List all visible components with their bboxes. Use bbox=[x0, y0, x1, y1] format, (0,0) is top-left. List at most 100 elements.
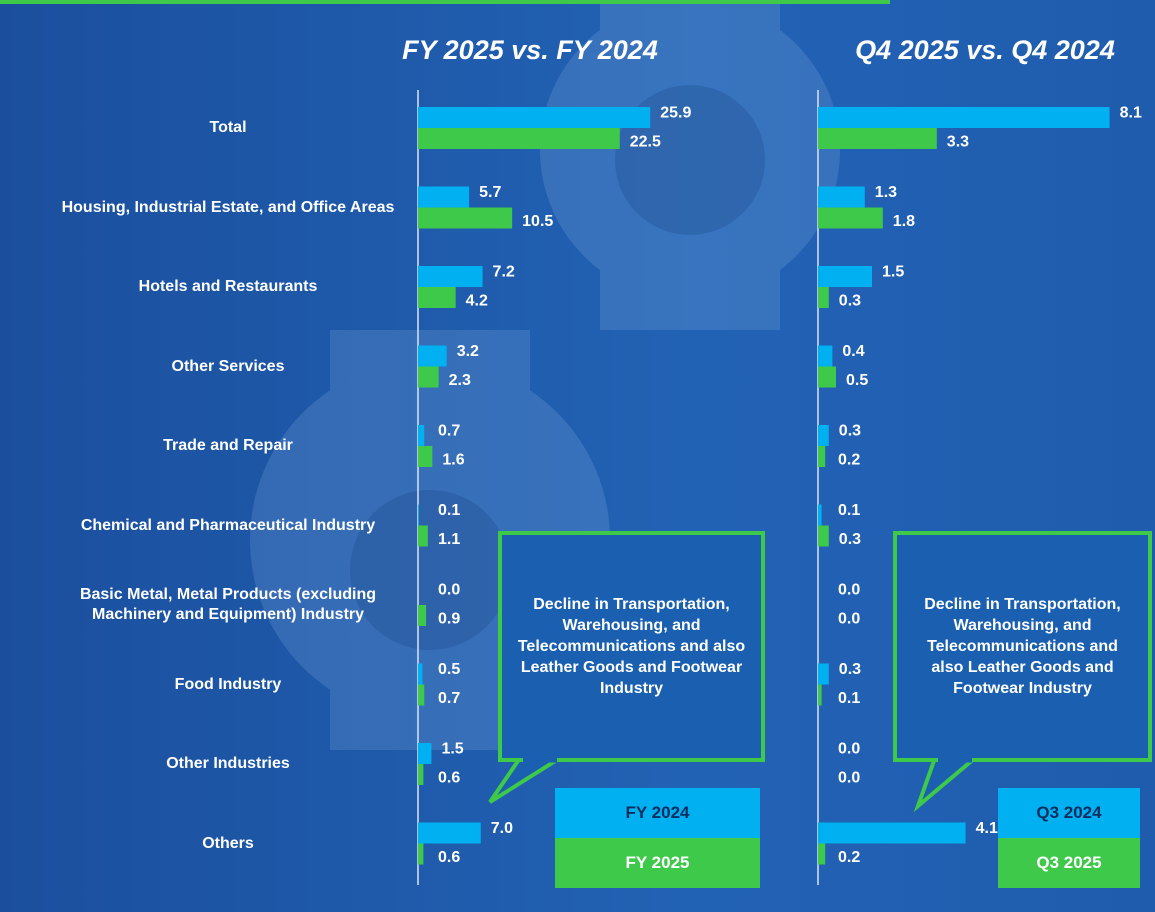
value-label: 1.8 bbox=[893, 213, 915, 230]
bar bbox=[418, 605, 427, 626]
bar bbox=[418, 743, 432, 764]
value-label: 0.7 bbox=[438, 423, 460, 440]
value-label: 2.3 bbox=[449, 372, 471, 389]
bar bbox=[418, 525, 428, 547]
callout-tail bbox=[488, 756, 567, 804]
callout-box bbox=[893, 531, 1152, 762]
callout-tail bbox=[913, 756, 981, 813]
bar bbox=[418, 128, 620, 149]
value-label: 1.5 bbox=[882, 264, 904, 281]
bar bbox=[818, 266, 872, 287]
panel-title: FY 2025 vs. FY 2024 bbox=[402, 35, 658, 65]
bar bbox=[418, 345, 447, 367]
value-label: 0.1 bbox=[438, 502, 460, 519]
category-label: Other Industries bbox=[166, 755, 290, 772]
bar bbox=[818, 186, 865, 208]
value-label: 0.1 bbox=[838, 690, 860, 707]
bar bbox=[818, 366, 836, 388]
category-label: Trade and Repair bbox=[163, 437, 293, 454]
callout-box bbox=[498, 531, 765, 762]
top-accent bbox=[0, 0, 890, 4]
bar bbox=[418, 843, 424, 865]
bar bbox=[818, 684, 822, 706]
value-label: 4.2 bbox=[466, 293, 488, 310]
value-label: 0.0 bbox=[838, 770, 860, 787]
bar bbox=[818, 107, 1110, 128]
value-label: 3.3 bbox=[947, 134, 969, 151]
bar bbox=[418, 425, 425, 446]
bar bbox=[418, 207, 513, 229]
category-label: Other Services bbox=[171, 357, 285, 375]
legend-entry: Q3 2024 bbox=[998, 788, 1140, 838]
background-gear-holes bbox=[350, 85, 765, 650]
bar bbox=[818, 446, 826, 467]
callout-text: Decline in Transportation, Warehousing, … bbox=[517, 596, 746, 697]
value-label: 1.3 bbox=[875, 184, 897, 201]
value-label: 0.2 bbox=[838, 452, 860, 469]
bar bbox=[418, 764, 424, 785]
bar bbox=[818, 345, 833, 367]
legend-entry: FY 2025 bbox=[555, 838, 760, 888]
bar bbox=[818, 663, 829, 685]
bar bbox=[418, 446, 433, 467]
value-label: 10.5 bbox=[522, 213, 553, 230]
category-label: Others bbox=[202, 834, 254, 852]
panel-title: Q4 2025 vs. Q4 2024 bbox=[855, 35, 1115, 65]
bar bbox=[818, 504, 822, 526]
bar bbox=[418, 107, 651, 128]
bar bbox=[418, 822, 481, 844]
value-label: 7.0 bbox=[491, 820, 513, 837]
value-label: 0.0 bbox=[838, 741, 860, 758]
bar bbox=[418, 663, 423, 685]
category-label: Total bbox=[209, 119, 247, 136]
category-label: Food Industry bbox=[174, 675, 282, 693]
value-label: 0.3 bbox=[839, 661, 861, 678]
category-label: Hotels and Restaurants bbox=[138, 278, 318, 295]
value-label: 0.6 bbox=[438, 849, 460, 866]
value-label: 25.9 bbox=[660, 105, 691, 122]
bar bbox=[418, 266, 483, 287]
bar bbox=[818, 843, 826, 865]
value-label: 1.5 bbox=[441, 741, 463, 758]
bar bbox=[818, 207, 883, 229]
value-label: 0.3 bbox=[839, 531, 861, 548]
bar bbox=[418, 186, 470, 208]
value-label: 0.4 bbox=[842, 343, 864, 360]
category-label: Basic Metal, Metal Products (excluding M… bbox=[79, 586, 377, 623]
category-label: Chemical and Pharmaceutical Industry bbox=[80, 516, 376, 534]
value-label: 8.1 bbox=[1120, 105, 1142, 122]
value-label: 1.6 bbox=[442, 452, 464, 469]
legend-entry: Q3 2025 bbox=[998, 838, 1140, 888]
value-label: 0.5 bbox=[846, 372, 868, 389]
value-label: 7.2 bbox=[493, 264, 515, 281]
legend-entry: FY 2024 bbox=[555, 788, 760, 838]
callout-text: Decline in Transportation, Warehousing, … bbox=[924, 596, 1121, 697]
value-label: 0.3 bbox=[839, 423, 861, 440]
bar bbox=[418, 684, 425, 706]
value-label: 5.7 bbox=[479, 184, 501, 201]
bar bbox=[818, 425, 829, 446]
value-label: 22.5 bbox=[630, 134, 661, 151]
bar bbox=[818, 822, 966, 844]
category-label: Housing, Industrial Estate, and Office A… bbox=[61, 198, 395, 216]
value-label: 0.0 bbox=[838, 611, 860, 628]
value-label: 3.2 bbox=[457, 343, 479, 360]
value-label: 0.2 bbox=[838, 849, 860, 866]
bar bbox=[418, 504, 419, 526]
value-label: 4.1 bbox=[976, 820, 998, 837]
value-label: 0.0 bbox=[438, 582, 460, 599]
bar bbox=[418, 366, 439, 388]
bar bbox=[418, 287, 456, 308]
value-label: 0.5 bbox=[438, 661, 460, 678]
bar bbox=[818, 525, 829, 547]
bar bbox=[818, 128, 937, 149]
bar bbox=[818, 287, 829, 308]
value-label: 0.0 bbox=[838, 582, 860, 599]
value-label: 0.3 bbox=[839, 293, 861, 310]
value-label: 0.1 bbox=[838, 502, 860, 519]
value-label: 1.1 bbox=[438, 531, 460, 548]
value-label: 0.7 bbox=[438, 690, 460, 707]
value-label: 0.9 bbox=[438, 611, 460, 628]
